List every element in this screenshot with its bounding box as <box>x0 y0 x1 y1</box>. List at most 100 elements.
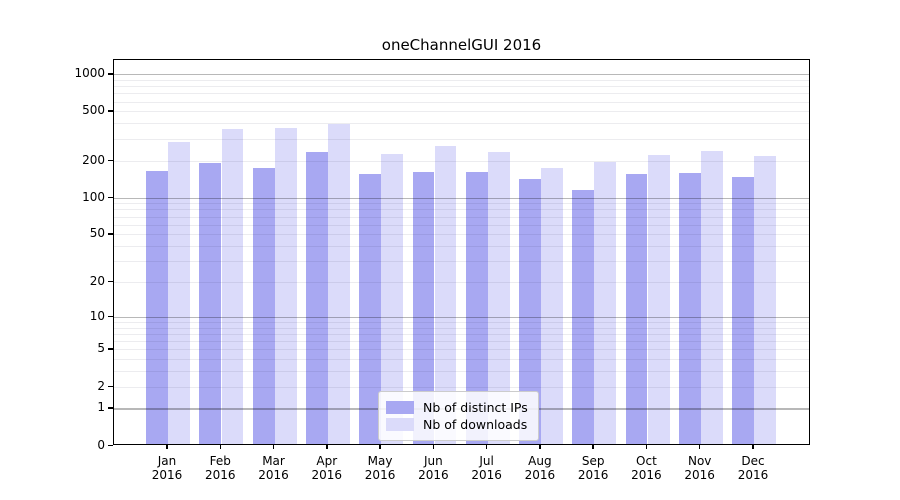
y-tick-20 <box>108 281 113 283</box>
gridline-minor-600 <box>114 101 809 103</box>
x-tick-jul <box>485 445 488 449</box>
y-tick-2 <box>108 385 113 388</box>
x-tick-month: Dec <box>741 454 765 468</box>
x-tick-month: Mar <box>262 454 285 468</box>
x-tick-label-nov: Nov 2016 <box>668 454 732 482</box>
bar-nb-of-downloads-jan <box>168 142 191 444</box>
x-tick-mar <box>272 445 275 449</box>
x-tick-label-jul: Jul 2016 <box>455 454 519 482</box>
gridline-minor-800 <box>114 86 809 88</box>
y-tick-label-2: 2 <box>97 378 105 393</box>
gridline-minor-700 <box>114 93 809 95</box>
x-tick-may <box>379 445 381 449</box>
x-tick-month: Nov <box>687 454 712 468</box>
bar-nb-of-downloads-oct <box>647 155 670 444</box>
bar-nb-of-downloads-apr <box>328 124 350 444</box>
bar-nb-of-distinct-ips-nov <box>678 172 701 444</box>
plot-area <box>113 59 810 445</box>
x-tick-label-mar: Mar 2016 <box>242 454 306 482</box>
x-tick-oct <box>645 445 648 449</box>
x-tick-label-aug: Aug 2016 <box>508 454 572 482</box>
bar-nb-of-distinct-ips-jan <box>146 171 168 444</box>
x-tick-jun <box>432 445 435 449</box>
bar-nb-of-distinct-ips-sep <box>572 189 595 444</box>
x-tick-year: 2016 <box>524 467 556 482</box>
bar-nb-of-distinct-ips-oct <box>625 174 648 444</box>
gridline-minor-900 <box>114 79 809 81</box>
bar-nb-of-downloads-dec <box>754 155 777 444</box>
x-tick-label-jun: Jun 2016 <box>401 454 465 482</box>
bar-nb-of-downloads-sep <box>594 162 617 444</box>
legend-item-nb-of-downloads: Nb of downloads <box>386 417 528 432</box>
y-tick-50 <box>108 233 113 235</box>
gridline-minor-500 <box>114 111 809 113</box>
x-tick-year: 2016 <box>418 467 449 482</box>
gridline-major-1000 <box>114 74 809 76</box>
x-tick-feb <box>219 445 221 449</box>
x-tick-label-dec: Dec 2016 <box>721 454 785 482</box>
y-tick-label-100: 100 <box>82 189 105 204</box>
y-tick-1 <box>108 407 113 409</box>
legend-label-nb-of-downloads: Nb of downloads <box>423 417 528 432</box>
x-tick-year: 2016 <box>471 467 502 482</box>
y-tick-label-1000: 1000 <box>74 66 105 81</box>
bar-nb-of-distinct-ips-dec <box>732 177 754 444</box>
x-tick-dec <box>752 445 754 449</box>
x-tick-year: 2016 <box>737 467 769 482</box>
y-tick-label-10: 10 <box>89 308 105 323</box>
bar-nb-of-downloads-may <box>381 153 404 444</box>
x-tick-month: Apr <box>316 454 338 468</box>
legend-label-nb-of-distinct-ips: Nb of distinct IPs <box>423 399 528 415</box>
bar-nb-of-downloads-mar <box>274 128 297 444</box>
x-tick-month: Jun <box>423 454 443 468</box>
x-tick-label-apr: Apr 2016 <box>295 454 359 482</box>
x-tick-sep <box>592 445 594 449</box>
gridline-minor-300 <box>114 138 809 140</box>
y-tick-label-50: 50 <box>89 226 105 241</box>
x-tick-month: Aug <box>528 454 552 468</box>
y-tick-label-1: 1 <box>97 400 105 415</box>
y-tick-10 <box>108 315 113 318</box>
y-tick-label-0: 0 <box>97 437 105 452</box>
bar-nb-of-distinct-ips-feb <box>199 163 222 444</box>
bar-nb-of-distinct-ips-apr <box>306 151 328 444</box>
y-tick-200 <box>108 159 113 161</box>
y-tick-5 <box>108 348 113 350</box>
legend: Nb of distinct IPs Nb of downloads <box>378 391 539 441</box>
x-tick-month: Sep <box>581 454 605 468</box>
x-tick-year: 2016 <box>204 467 236 482</box>
bar-nb-of-distinct-ips-mar <box>252 167 275 444</box>
bar-nb-of-downloads-aug <box>541 168 563 444</box>
y-tick-0 <box>108 444 113 447</box>
legend-item-nb-of-distinct-ips: Nb of distinct IPs <box>386 400 528 415</box>
x-tick-year: 2016 <box>311 467 343 482</box>
y-tick-100 <box>108 196 113 198</box>
x-tick-year: 2016 <box>631 467 662 482</box>
gridline-minor-400 <box>114 123 809 125</box>
bar-nb-of-downloads-jun <box>434 145 457 444</box>
legend-swatch-nb-of-downloads <box>386 418 414 431</box>
bar-nb-of-distinct-ips-jun <box>412 171 435 444</box>
x-tick-month: Jan <box>157 454 177 468</box>
x-tick-label-jan: Jan 2016 <box>135 454 199 482</box>
x-tick-jan <box>166 445 168 449</box>
chart-title: oneChannelGUI 2016 <box>381 36 542 54</box>
y-tick-label-5: 5 <box>97 341 105 356</box>
x-tick-year: 2016 <box>258 467 289 482</box>
bar-nb-of-distinct-ips-aug <box>519 179 541 444</box>
legend-swatch-nb-of-distinct-ips <box>386 400 414 414</box>
x-tick-aug <box>539 445 541 449</box>
y-tick-500 <box>108 110 113 112</box>
y-tick-label-200: 200 <box>82 152 105 167</box>
x-tick-year: 2016 <box>151 467 183 482</box>
x-tick-month: Jul <box>479 454 494 468</box>
y-tick-label-20: 20 <box>89 274 105 288</box>
bar-nb-of-distinct-ips-may <box>359 174 382 444</box>
bar-nb-of-downloads-nov <box>701 150 723 444</box>
x-tick-label-may: May 2016 <box>348 454 412 482</box>
bar-nb-of-downloads-jul <box>487 151 510 444</box>
x-tick-year: 2016 <box>577 467 609 482</box>
x-tick-label-sep: Sep 2016 <box>561 454 625 482</box>
x-tick-label-oct: Oct 2016 <box>614 454 678 482</box>
